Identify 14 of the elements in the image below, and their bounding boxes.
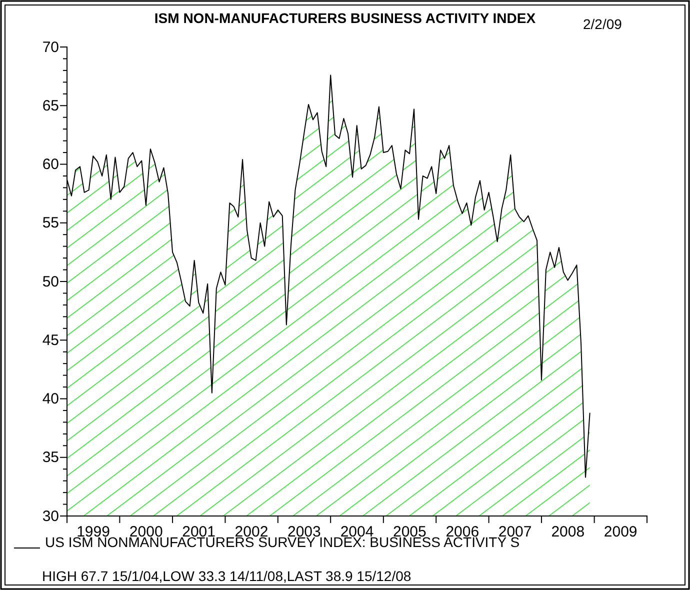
y-tick-label: 45 [42, 332, 59, 349]
x-tick-label: 2009 [604, 524, 638, 541]
x-tick-label: 2008 [551, 524, 585, 541]
text: 2/2/09 [583, 16, 622, 32]
text: HIGH 67.7 15/1/04,LOW 33.3 14/11/08,LAST 38.9 15/12/08 [42, 568, 412, 584]
y-tick-label: 70 [42, 38, 59, 56]
y-tick-label: 55 [42, 214, 59, 232]
y-tick-label: 35 [42, 449, 59, 466]
y-tick-label: 65 [42, 97, 59, 114]
y-tick-label: 30 [42, 508, 59, 525]
y-tick-label: 60 [42, 156, 59, 174]
y-tick-label: 40 [42, 390, 59, 408]
chart-title: ISM NON-MANUFACTURERS BUSINESS ACTIVITY INDEX [154, 10, 536, 26]
y-tick-label: 50 [42, 273, 59, 290]
